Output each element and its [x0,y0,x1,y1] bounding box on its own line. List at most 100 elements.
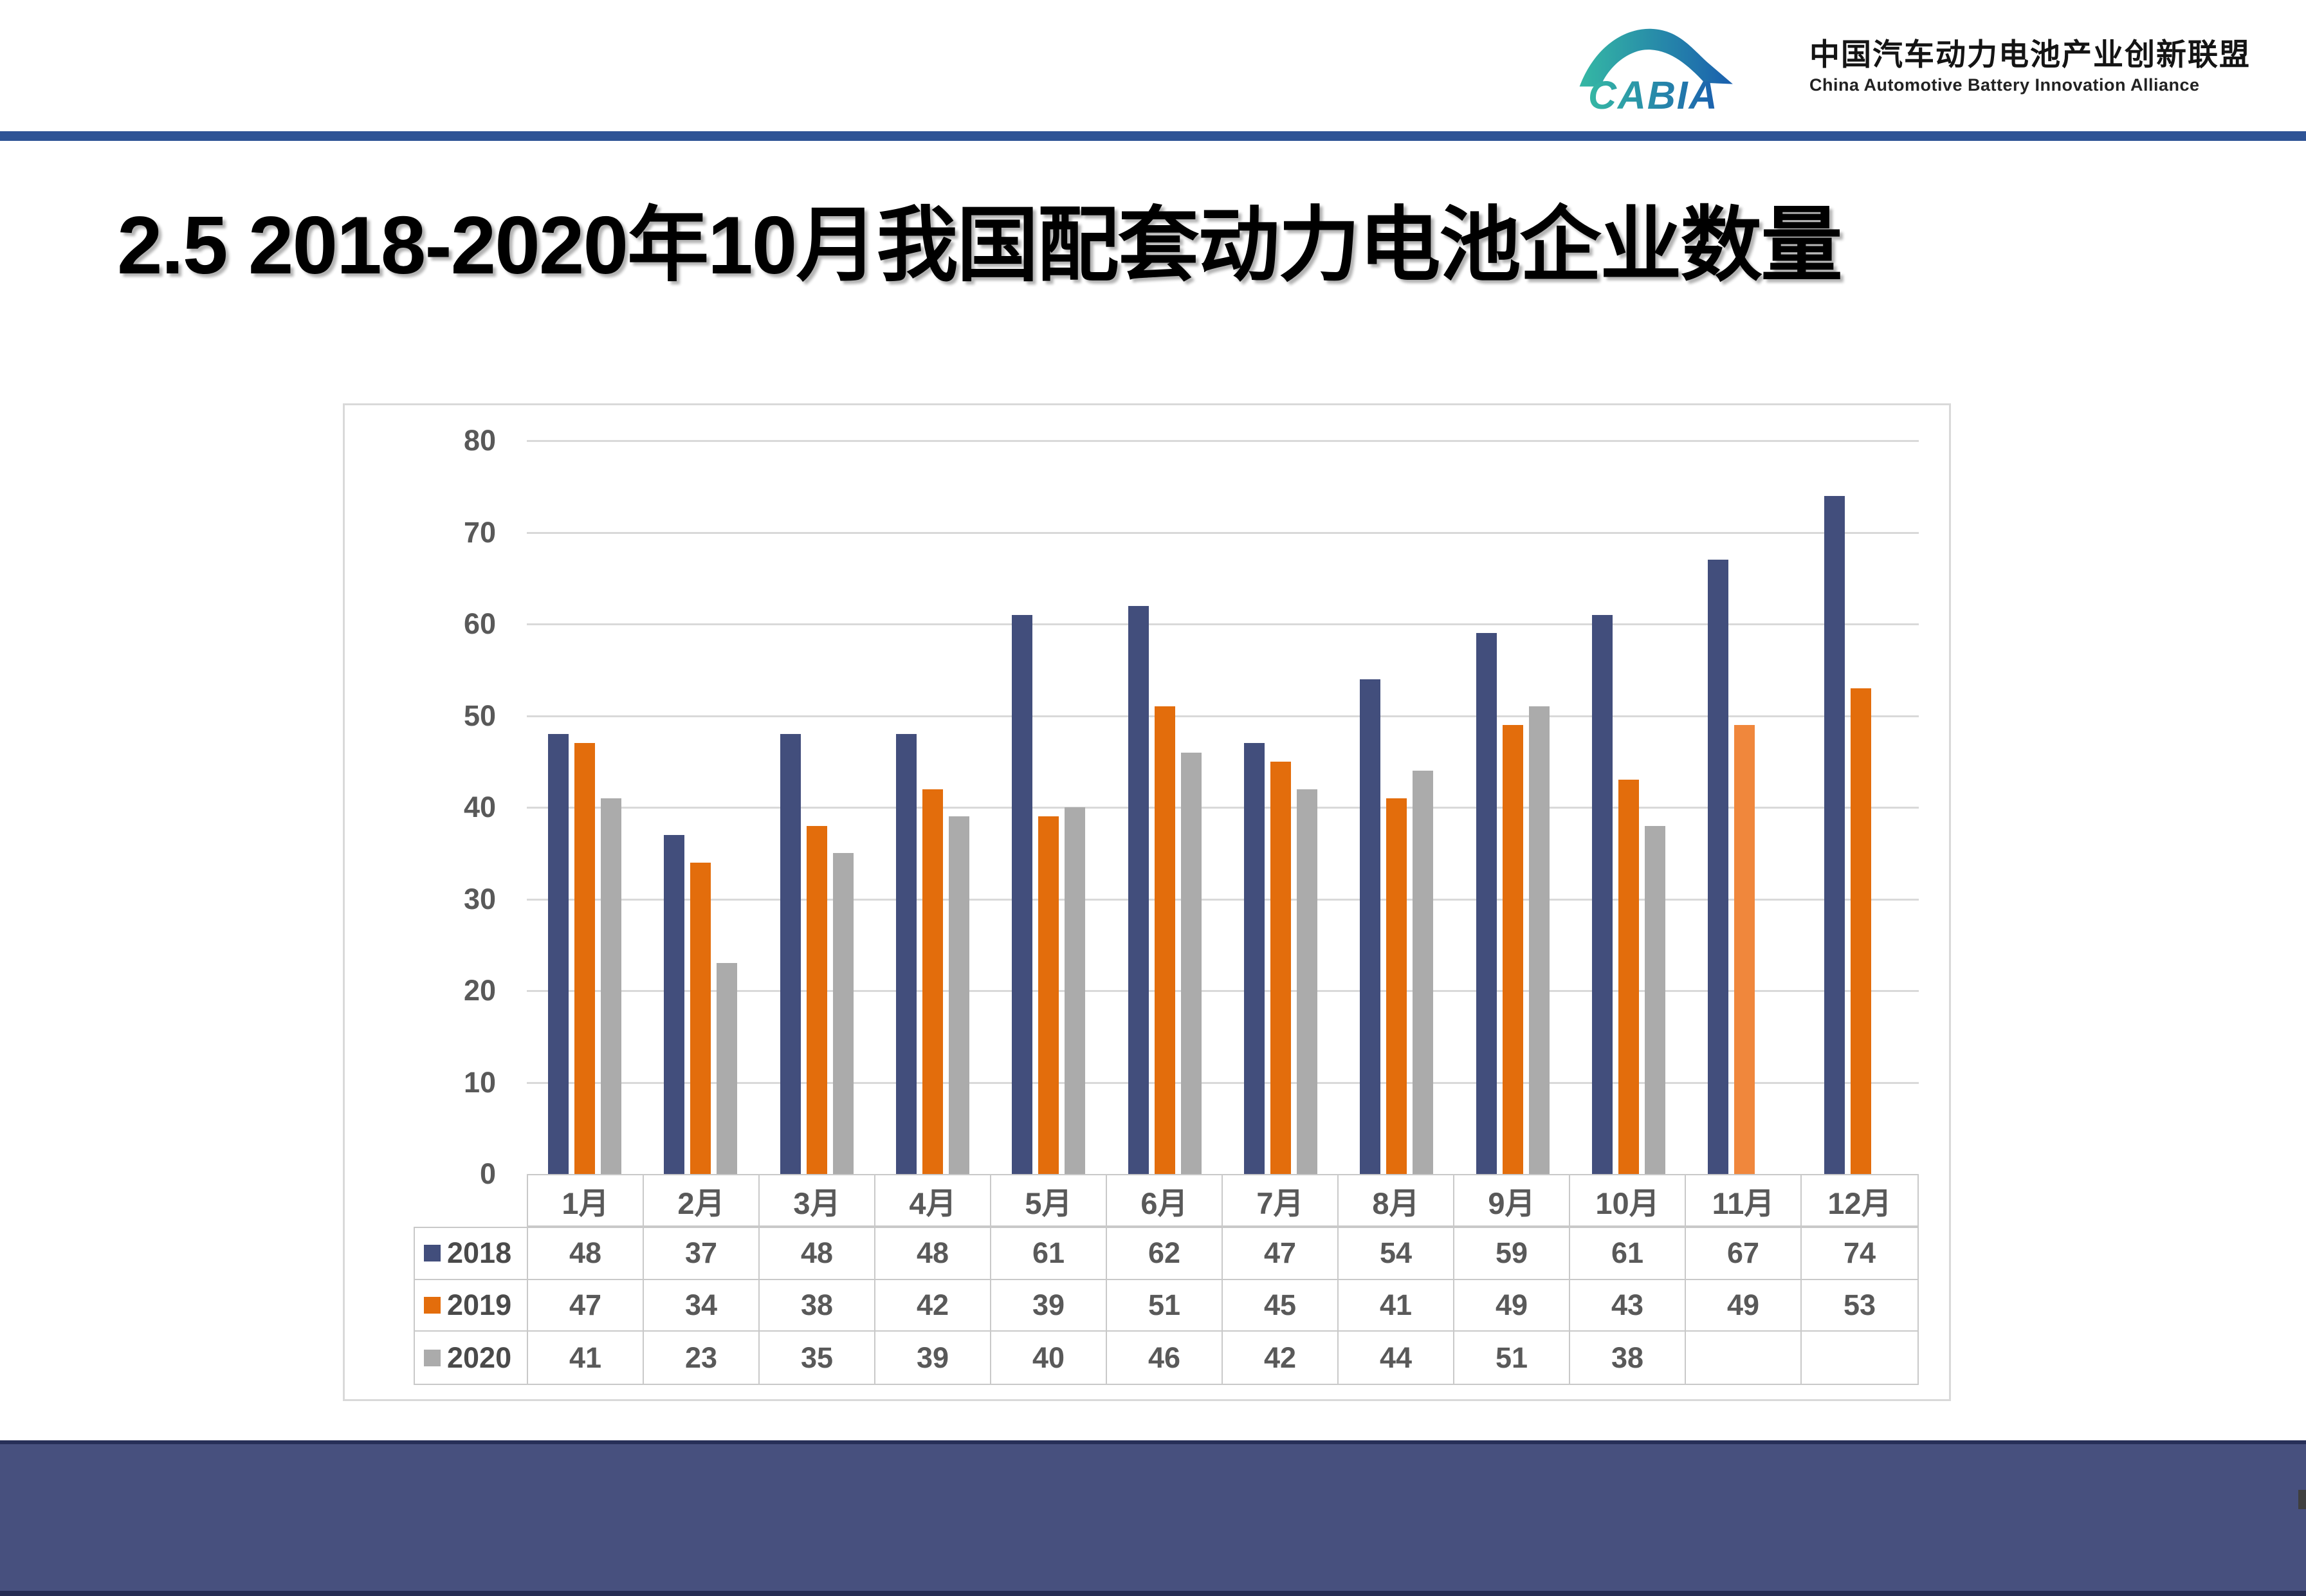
table-cell-2020-12月 [1802,1332,1917,1384]
bar-2019-11月 [1734,724,1755,1174]
bar-2018-1月 [548,734,569,1174]
x-tick-label: 9月 [1454,1175,1570,1225]
series-name: 2020 [447,1341,512,1374]
table-cell-2018-9月: 59 [1454,1228,1570,1280]
header: CABIA 中国汽车动力电池产业创新联盟 China Automotive Ba… [0,0,2306,141]
x-tick-label: 2月 [644,1175,760,1225]
bar-2020-10月 [1645,825,1665,1174]
bar-2019-7月 [1270,761,1291,1174]
bar-2020-7月 [1297,789,1317,1174]
bar-2018-6月 [1128,605,1149,1174]
x-tick-label: 6月 [1107,1175,1223,1225]
table-cell-2018-4月: 48 [875,1228,991,1280]
table-cell-2020-6月: 46 [1107,1332,1223,1384]
y-tick-label: 70 [463,515,496,549]
x-tick-label: 5月 [991,1175,1107,1225]
plot-area [527,440,1919,1174]
bar-2020-9月 [1528,706,1550,1174]
legend-swatch [424,1296,441,1314]
x-tick-label: 8月 [1339,1175,1454,1225]
table-cell-2020-2月: 23 [644,1332,760,1384]
bar-2020-1月 [601,798,621,1174]
bar-2018-5月 [1012,614,1033,1174]
x-tick-label: 7月 [1223,1175,1339,1225]
x-tick-label: 4月 [875,1175,991,1225]
gridline-30 [527,898,1919,901]
y-tick-label: 40 [463,791,496,823]
car-swoosh-icon: CABIA [1579,28,1733,117]
bar-2018-4月 [896,734,917,1174]
table-cell-2018-6月: 62 [1107,1228,1223,1280]
table-cell-2018-8月: 54 [1339,1228,1454,1280]
bar-2020-2月 [717,963,738,1174]
y-tick-label: 50 [463,699,496,732]
bar-2020-5月 [1065,807,1086,1174]
y-axis: 0 10 20 30 40 50 60 70 80 [396,425,496,1189]
table-cell-2020-7月: 42 [1223,1332,1339,1384]
logo-name-en: China Automotive Battery Innovation Alli… [1809,75,2200,95]
bar-2020-8月 [1413,771,1434,1174]
y-tick-label: 0 [479,1157,496,1190]
series-name: 2019 [447,1288,512,1321]
table-cell-2019-1月: 47 [528,1280,644,1332]
gridline-40 [527,807,1919,809]
table-cell-2018-1月: 48 [528,1228,644,1280]
gridline-80 [527,440,1919,442]
x-axis-row: 1月 2月 3月 4月 5月 6月 7月 8月 9月 10月 11月 12月 [527,1174,1919,1227]
table-cell-2019-12月: 53 [1802,1280,1917,1332]
table-cell-2019-7月: 45 [1223,1280,1339,1332]
table-cell-2018-3月: 48 [760,1228,875,1280]
bar-2019-12月 [1850,688,1871,1174]
series-name: 2018 [447,1236,512,1270]
table-cell-2018-10月: 61 [1570,1228,1686,1280]
table-row-label: 2019 [415,1280,528,1332]
table-cell-2019-9月: 49 [1454,1280,1570,1332]
x-tick-label: 12月 [1827,1186,1892,1220]
x-tick-label: 1月 [528,1175,644,1225]
data-table: 2018 48 37 48 48 61 62 47 54 59 61 67 74 2019 47 34 38 42… [414,1227,1919,1385]
gridline-20 [527,990,1919,992]
footer-band [0,1440,2306,1596]
bar-2020-3月 [832,853,854,1174]
bar-2018-3月 [780,734,801,1174]
bar-2019-1月 [574,743,595,1174]
cabia-logo: CABIA 中国汽车动力电池产业创新联盟 China Automotive Ba… [1573,12,2255,121]
x-tick-label: 3月 [760,1175,875,1225]
y-tick-label: 20 [463,974,496,1007]
gridline-50 [527,715,1919,717]
bar-2018-11月 [1708,560,1729,1174]
table-cell-2019-6月: 51 [1107,1280,1223,1332]
table-cell-2020-1月: 41 [528,1332,644,1384]
table-cell-2018-7月: 47 [1223,1228,1339,1280]
table-row-label: 2020 [415,1332,528,1384]
table-cell-2020-4月: 39 [875,1332,991,1384]
table-cell-2020-10月: 38 [1570,1332,1686,1384]
bar-2018-10月 [1592,614,1613,1174]
gridline-10 [527,1081,1919,1084]
bar-2019-10月 [1618,780,1639,1174]
bar-2018-8月 [1360,679,1381,1174]
bar-2020-4月 [949,816,969,1174]
page-number-tick [2298,1490,2306,1509]
table-cell-2019-2月: 34 [644,1280,760,1332]
bar-2018-12月 [1824,495,1845,1174]
table-cell-2019-10月: 43 [1570,1280,1686,1332]
table-cell-2020-11月 [1686,1332,1802,1384]
legend-swatch [424,1245,441,1262]
table-cell-2020-5月: 40 [991,1332,1107,1384]
logo-name-cn: 中国汽车动力电池产业创新联盟 [1809,37,2251,72]
table-cell-2019-4月: 42 [875,1280,991,1332]
table-cell-2019-11月: 49 [1686,1280,1802,1332]
bar-2019-6月 [1154,706,1175,1174]
bar-2020-6月 [1180,752,1202,1174]
bar-2019-9月 [1502,724,1523,1174]
table-cell-2018-12月: 74 [1802,1228,1917,1280]
y-tick-label: 10 [463,1065,496,1099]
legend-swatch [424,1349,441,1366]
table-cell-2019-8月: 41 [1339,1280,1454,1332]
table-cell-2020-8月: 44 [1339,1332,1454,1384]
gridline-60 [527,623,1919,625]
logo-text: 中国汽车动力电池产业创新联盟 China Automotive Battery … [1809,36,2251,96]
table-cell-2020-9月: 51 [1454,1332,1570,1384]
